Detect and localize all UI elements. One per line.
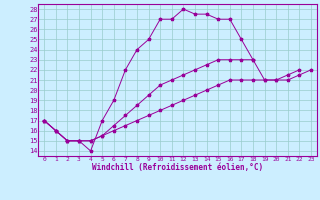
X-axis label: Windchill (Refroidissement éolien,°C): Windchill (Refroidissement éolien,°C) — [92, 163, 263, 172]
